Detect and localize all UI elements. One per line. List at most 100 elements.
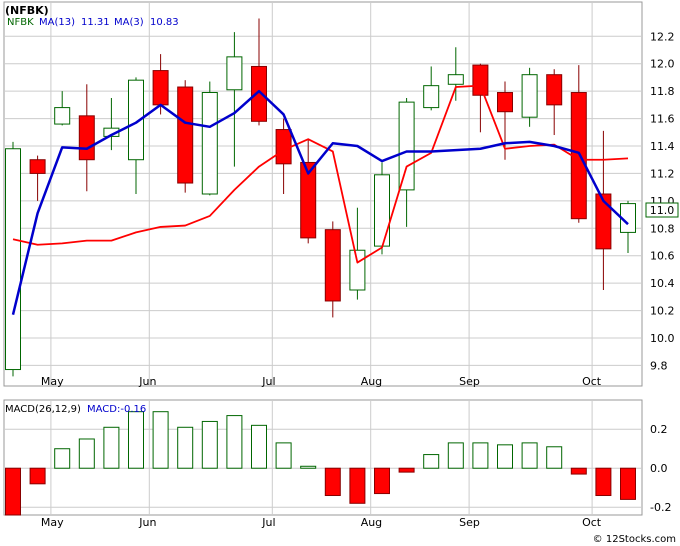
macd-y-tick-label: -0.2 (650, 501, 671, 514)
macd-x-tick-label: Sep (459, 516, 480, 529)
price-y-tick-label: 12.2 (650, 30, 675, 43)
macd-y-tick-label: 0.2 (650, 423, 668, 436)
price-panel: 9.8 10.0 10.2 10.4 10.6 10.8 11.0 11.2 11.4 11.6 1… (3, 1, 675, 388)
candle (128, 77, 144, 194)
price-y-tick-label: 12.0 (650, 58, 675, 71)
macd-bar-negative (374, 467, 390, 495)
macd-bar-positive (497, 444, 513, 469)
macd-x-tick-label: Jul (261, 516, 275, 529)
candle (595, 130, 612, 290)
macd-bar-positive (521, 442, 538, 469)
candle-body-down (78, 115, 95, 161)
legend-symbol: NFBK (7, 17, 34, 28)
legend-ma3-value: 10.83 (150, 17, 179, 28)
candle (201, 81, 218, 196)
macd-bar-positive (177, 426, 194, 469)
candle-body-down (595, 193, 612, 250)
macd-x-tick-label: May (41, 516, 64, 529)
candle-body-up (349, 249, 366, 291)
price-y-tick-label: 10.8 (650, 222, 675, 235)
macd-bar-positive (472, 442, 489, 469)
macd-bar-positive (447, 442, 464, 469)
candle-body-down (251, 65, 267, 122)
macd-bar-negative (29, 467, 46, 485)
price-y-tick-label: 10.2 (650, 305, 675, 318)
candle-body-up (374, 174, 390, 247)
macd-bar-negative (5, 467, 21, 516)
macd-bar-positive (128, 411, 144, 469)
candle (398, 98, 415, 227)
candle-body-up (5, 148, 21, 371)
price-x-tick-label: Jun (138, 375, 156, 388)
candle-body-up (54, 107, 71, 125)
candle (226, 32, 243, 167)
candle-body-down (324, 229, 341, 302)
price-x-tick-label: Jul (261, 375, 275, 388)
candle (54, 91, 71, 126)
macd-bar-negative (324, 467, 341, 497)
candle (29, 155, 46, 201)
macd-x-tick-label: Oct (582, 516, 602, 529)
macd-legend-label: MACD(26,12,9) (5, 404, 81, 415)
macd-bar-positive (78, 438, 95, 469)
candle (177, 80, 194, 193)
candle-body-up (201, 92, 218, 195)
ma3-line (11, 89, 629, 315)
macd-y-tick-label: 0.0 (650, 462, 668, 475)
candle (472, 63, 489, 133)
macd-x-tick-label: Jun (138, 516, 156, 529)
candle (447, 47, 464, 101)
candle (546, 69, 563, 136)
macd-bar-negative (570, 467, 587, 475)
macd-bar-negative (349, 467, 366, 504)
candle-body-down (152, 70, 169, 106)
candle-body-down (29, 159, 46, 174)
candle (423, 66, 440, 111)
candle-body-down (497, 92, 513, 113)
macd-bar-negative (595, 467, 612, 497)
macd-legend-value: MACD:-0.16 (87, 404, 146, 415)
price-y-tick-label: 11.4 (650, 140, 675, 153)
candle-body-up (128, 79, 144, 161)
price-plot-frame (3, 1, 643, 387)
macd-bar-positive (423, 454, 440, 469)
candle-body-down (275, 129, 292, 165)
candle-body-up (398, 101, 415, 191)
price-legend: NFBK MA(13) 11.31 MA(3) 10.83 (7, 17, 179, 28)
candle (374, 162, 390, 255)
macd-bar-positive (226, 415, 243, 469)
macd-panel: 0.2 0.0 -0.2 May Jun Jul Aug Sep Oct (3, 399, 671, 529)
legend-ma13-value: 11.31 (81, 17, 110, 28)
macd-legend: MACD(26,12,9) MACD:-0.16 (5, 404, 146, 415)
candle-body-down (472, 64, 489, 96)
macd-x-tick-label: Aug (361, 516, 382, 529)
price-x-tick-label: Sep (459, 375, 480, 388)
candle (521, 67, 538, 127)
legend-ma13-label: MA(13) (39, 17, 75, 28)
macd-bar-positive (546, 446, 563, 469)
watermark: © 12Stocks.com (593, 534, 676, 545)
macd-bar-positive (54, 448, 71, 469)
price-x-tick-label: Aug (361, 375, 382, 388)
candle-body-down (546, 74, 563, 106)
candle-body-up (521, 74, 538, 118)
price-x-tick-label: May (41, 375, 64, 388)
price-y-tick-label: 11.8 (650, 85, 675, 98)
macd-bar-negative (398, 467, 415, 473)
price-y-tick-label: 10.0 (650, 332, 675, 345)
macd-bar-positive (275, 442, 292, 469)
price-x-tick-label: Oct (582, 375, 602, 388)
legend-ma3-label: MA(3) (114, 17, 144, 28)
candle (324, 221, 341, 318)
macd-bar-positive (103, 426, 120, 469)
price-y-tick-label: 9.8 (650, 359, 668, 372)
candle-body-up (226, 56, 243, 91)
candle-body-up (423, 85, 440, 109)
candle (300, 139, 317, 244)
price-y-tick-label: 10.6 (650, 250, 675, 263)
macd-bar-positive (152, 411, 169, 469)
macd-bar-negative (620, 467, 636, 500)
candle-body-up (447, 74, 464, 85)
